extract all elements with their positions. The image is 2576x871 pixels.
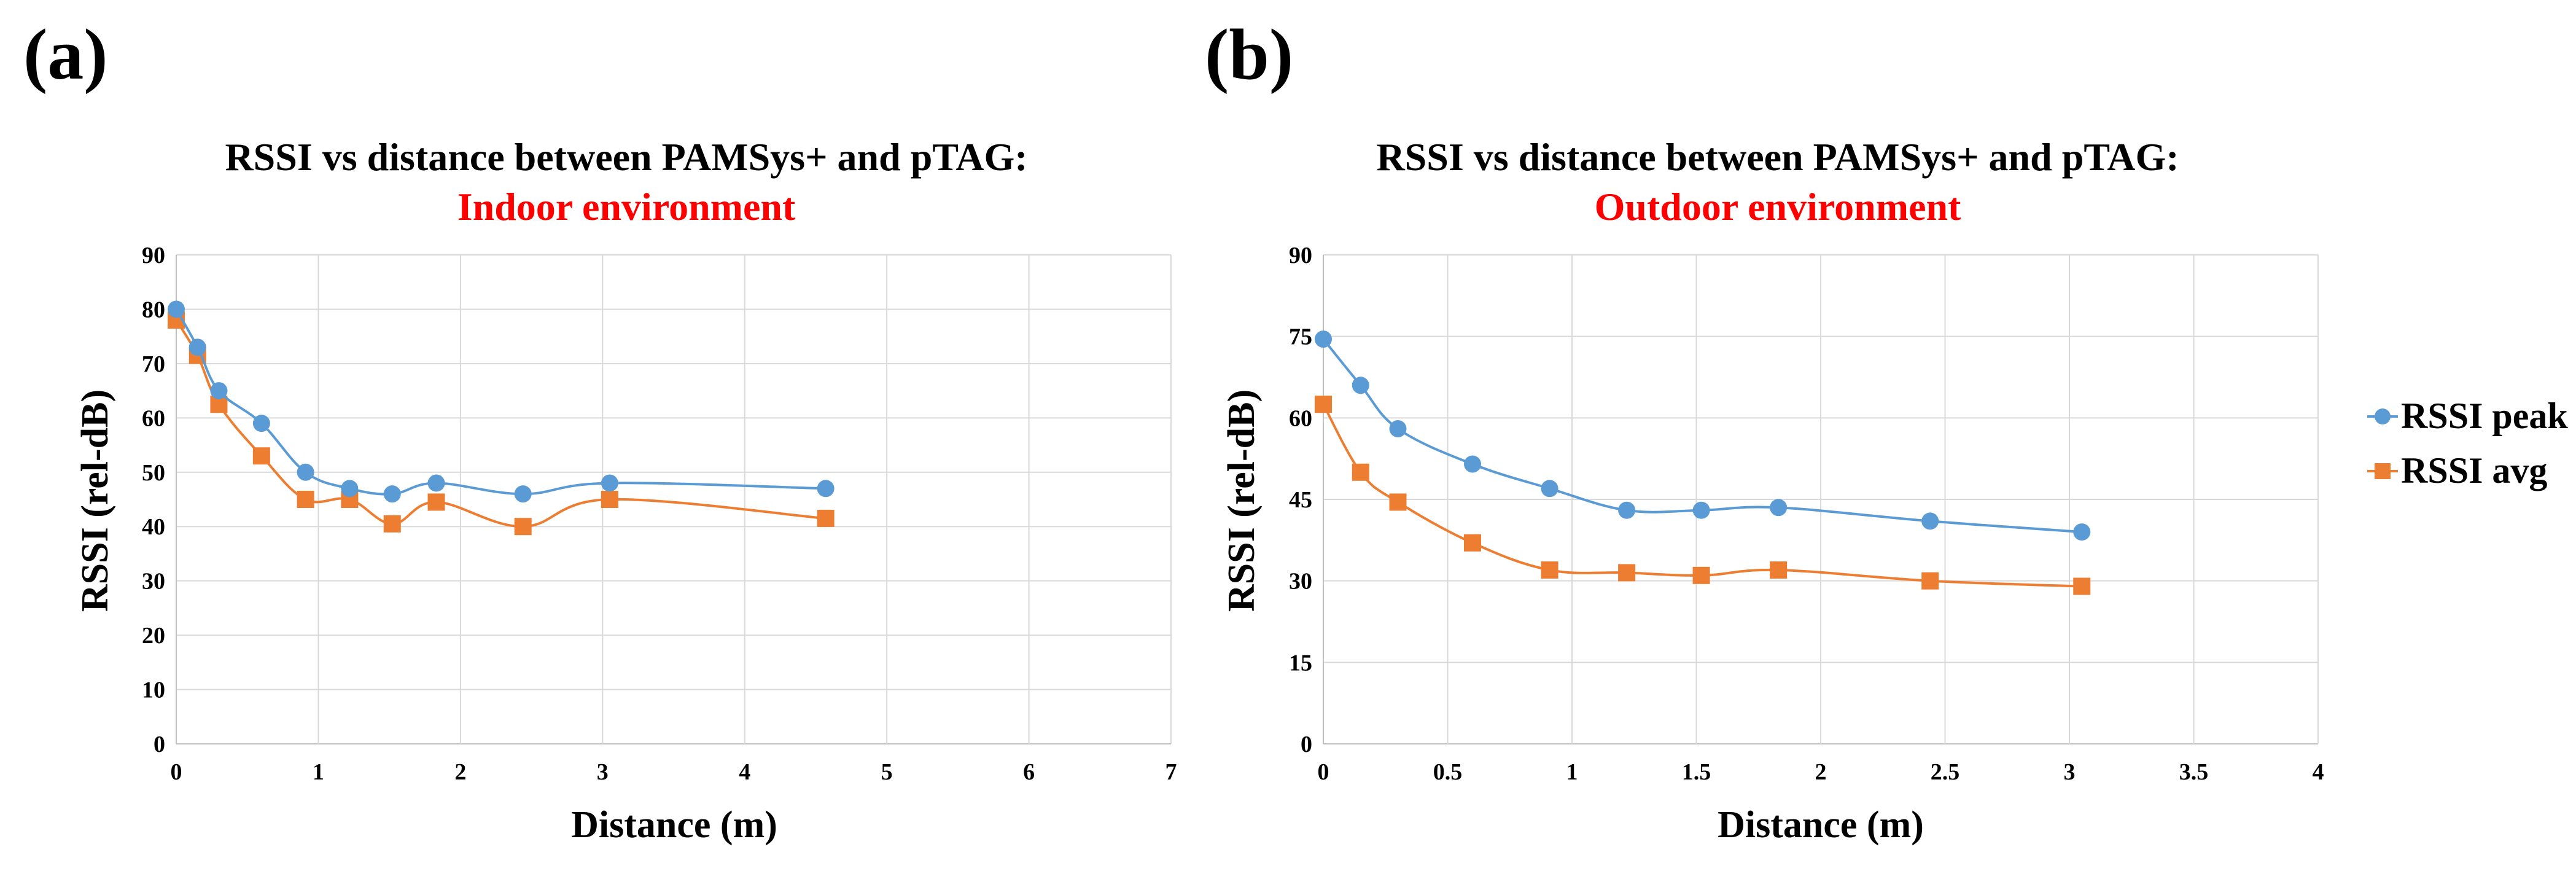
panel-b-ytick-label: 30 [1289,569,1312,595]
panel-a-peak-point [817,480,835,498]
panel-a-avg-point [297,491,314,508]
panel-b-avg-point [1464,534,1481,552]
panel-b-xtick-label: 1 [1566,759,1578,785]
panel-b-xlabel: Distance (m) [1718,804,1924,846]
panel-b-ytick-label: 75 [1289,324,1312,350]
panel-a-avg-point [252,447,270,465]
panel-b-avg-point [1921,572,1939,590]
panel-a-xlabel: Distance (m) [571,804,777,846]
panel-a-ytick-label: 90 [142,243,165,268]
panel-a-peak-point [189,338,206,356]
panel-b-peak-point [1352,377,1369,394]
panel-b-xtick-label: 1.5 [1682,759,1711,785]
panel-a-xtick-label: 4 [739,759,750,785]
panel-b-peak-point [1541,480,1558,498]
panel-b-avg-point [1389,493,1407,511]
panel-b-xtick-label: 3 [2064,759,2076,785]
panel-a-peak-line [175,308,826,496]
panel-b-peak-point [1389,420,1407,438]
panel-b-avg-line [1322,404,2082,588]
legend: RSSI peak RSSI avg [2367,396,2568,491]
panel-b-ytick-label: 60 [1289,405,1312,431]
panel-a-ytick-label: 80 [142,297,165,322]
legend-avg-marker [2375,463,2391,479]
panel-a-xtick-label: 6 [1023,759,1035,785]
panel-a-ytick-label: 20 [142,623,165,649]
panel-a-ytick-label: 50 [142,460,165,486]
legend-peak-marker [2375,408,2391,424]
panel-a-ylabel: RSSI (rel-dB) [74,389,116,612]
panel-b-avg-point [1618,564,1636,582]
panel-a-xtick-label: 7 [1165,759,1177,785]
panel-b-ytick-label: 90 [1289,243,1312,268]
panel-a-xtick-label: 2 [454,759,466,785]
panel-a-avg-point [601,491,618,508]
panel-b-peak-point [1692,501,1710,519]
panel-b-avg-point [1541,561,1558,579]
panel-b-xtick-label: 3.5 [2179,759,2209,785]
panel-a-xtick-label: 3 [597,759,609,785]
panel-b-xtick-label: 0 [1318,759,1329,785]
panel-b-avg-point [1692,566,1710,584]
panel-b-xtick-label: 2.5 [1931,759,1960,785]
panel-b-ytick-label: 45 [1289,487,1312,513]
panel-a-title: RSSI vs distance between PAMSys+ and pTA… [225,135,1027,179]
panel-a-label: (a) [23,14,108,95]
legend-avg-label: RSSI avg [2401,450,2547,491]
panel-b-title: RSSI vs distance between PAMSys+ and pTA… [1376,135,2179,179]
panel-b-avg-point [1770,561,1788,579]
panel-b-peak-point [1921,512,1939,530]
panel-b-chart: 0 15 30 45 60 75 90 0 0.5 1 1.5 2 2.5 3 3.5 4 [1289,243,2324,785]
panel-a-peak-point [168,300,185,318]
panel-a-peak-point [210,382,228,400]
panel-a-ytick-label: 30 [142,569,165,595]
panel-b-ytick-label: 0 [1301,732,1312,757]
panel-b-peak-point [1770,499,1788,517]
panel-b-label: (b) [1205,14,1293,95]
panel-a-ytick-label: 70 [142,351,165,377]
panel-a-ytick-label: 60 [142,405,165,431]
panel-a-avg-point [817,509,835,527]
panel-a-chart: 0 10 20 30 40 50 60 70 80 90 0 1 2 3 4 5 6 7 [142,243,1177,785]
panel-b-peak-point [1315,330,1332,348]
panel-a-xtick-label: 5 [881,759,893,785]
panel-a-peak-point [427,474,445,492]
panel-a-avg-point [514,518,532,536]
panel-b-peak-point [1618,501,1636,519]
panel-a-avg-point [383,515,401,533]
panel-a-peak-point [252,415,270,432]
panel-b-peak-point [1464,455,1481,473]
panel-b-ylabel: RSSI (rel-dB) [1221,389,1263,612]
panel-a-subtitle: Indoor environment [457,185,796,228]
legend-peak-label: RSSI peak [2401,396,2568,436]
panel-a-ytick-label: 40 [142,514,165,540]
panel-a-ytick-label: 0 [154,732,165,757]
panel-b-avg-point [1315,396,1332,413]
panel-a-peak-point [601,474,618,492]
panel-b-xtick-label: 0.5 [1433,759,1463,785]
panel-a-peak-point [297,463,314,481]
panel-b-avg-point [1352,463,1369,481]
panel-b-ytick-label: 15 [1289,650,1312,676]
panel-b-avg-point [2073,577,2091,595]
panel-a-avg-line [175,319,826,528]
panel-a-peak-point [514,485,532,503]
panel-b-subtitle: Outdoor environment [1595,185,1961,228]
panel-a-peak-point [341,480,359,498]
panel-a-avg-point [427,493,445,511]
panel-a-xtick-label: 0 [171,759,182,785]
panel-a-ytick-label: 10 [142,678,165,703]
panel-b-peak-point [2073,523,2091,541]
panel-b-xtick-label: 2 [1815,759,1827,785]
panel-a-xtick-label: 1 [313,759,324,785]
panel-a-peak-point [383,485,401,503]
panel-b-xtick-label: 4 [2313,759,2324,785]
